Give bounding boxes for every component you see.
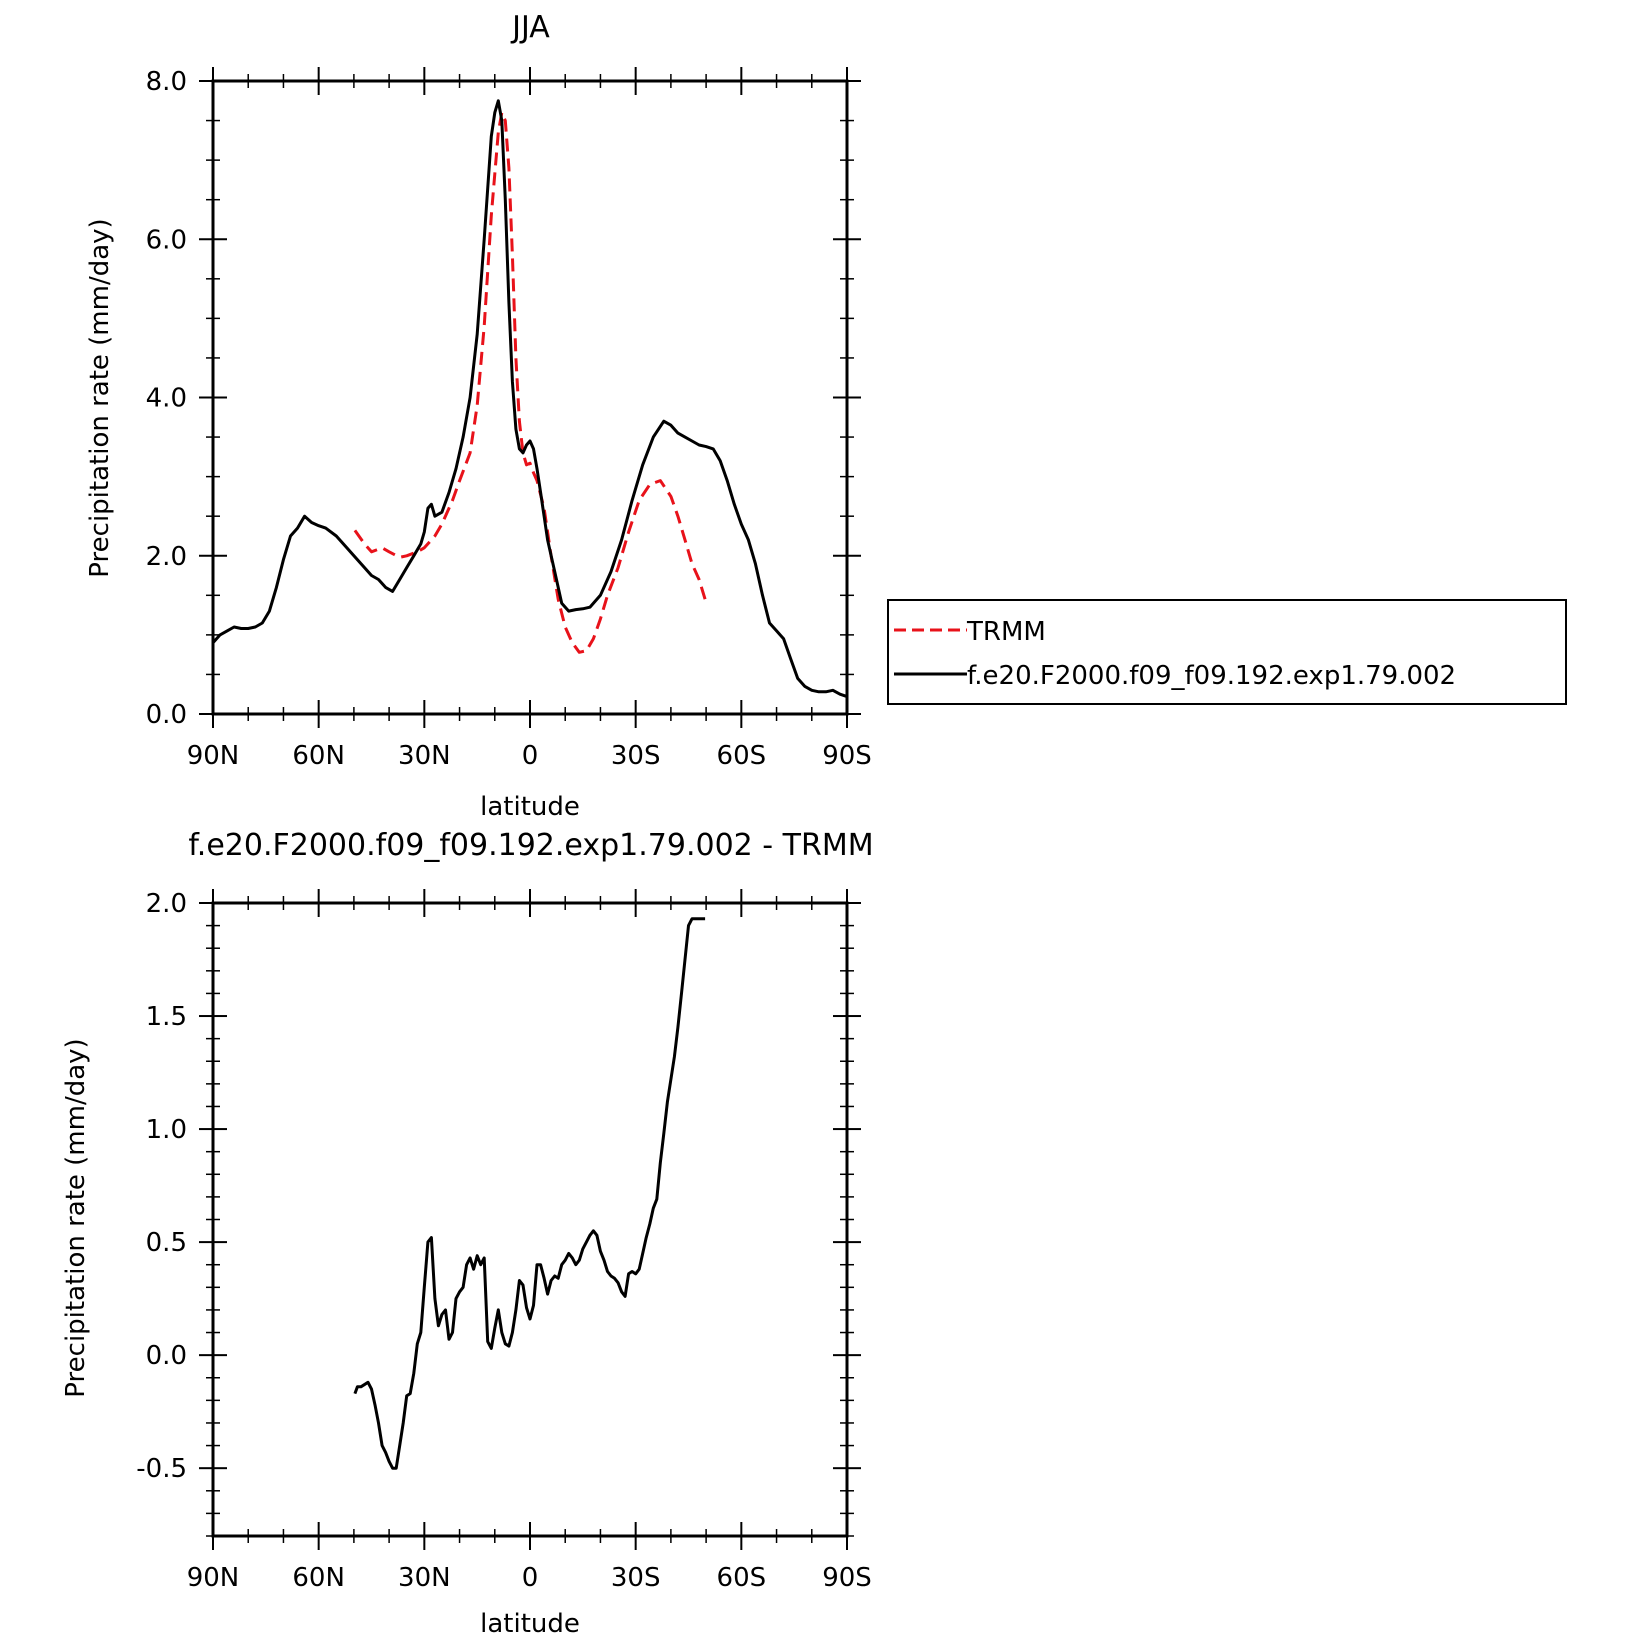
x-tick-label: 90S: [822, 741, 872, 771]
x-axis-label: latitude: [480, 792, 580, 822]
x-tick-label: 60N: [292, 741, 345, 771]
y-tick-label: 8.0: [146, 67, 187, 97]
axes-layer: 90N 60N 30N 0 30S 60S 90S 0.0 2.0 4.0 6.0 8.0: [146, 67, 872, 771]
x-tick-label: 90S: [822, 1563, 872, 1593]
series-line-0: [353, 111, 707, 654]
x-tick-label: 0: [522, 1563, 539, 1593]
x-tick-label: 30S: [611, 1563, 661, 1593]
x-tick-label: 90N: [187, 741, 240, 771]
y-tick-label: 1.0: [146, 1115, 187, 1145]
x-tick-label: 30N: [398, 1563, 451, 1593]
legend-label-model: f.e20.F2000.f09_f09.192.exp1.79.002: [967, 661, 1456, 691]
x-tick-label: 0: [522, 741, 539, 771]
y-tick-label: 6.0: [146, 225, 187, 255]
y-axis-label: Precipitation rate (mm/day): [61, 1038, 91, 1397]
legend: TRMM f.e20.F2000.f09_f09.192.exp1.79.002: [887, 599, 1567, 705]
x-tick-label: 60S: [717, 1563, 767, 1593]
series-layer: [353, 917, 706, 1470]
plot-frame: [211, 79, 849, 716]
x-tick-label: 30N: [398, 741, 451, 771]
axes-layer: 90N 60N 30N 0 30S 60S 90S -0.5 0.0 0.5 1.0 1.5 2.0: [136, 889, 872, 1593]
y-tick-label: -0.5: [136, 1454, 187, 1484]
legend-box: [887, 599, 1567, 705]
x-tick-label: 90N: [187, 1563, 240, 1593]
series-layer: [211, 99, 848, 699]
y-tick-label: 4.0: [146, 384, 187, 414]
chart-difference: f.e20.F2000.f09_f09.192.exp1.79.002 - TR…: [61, 828, 874, 1639]
x-tick-label: 60N: [292, 1563, 345, 1593]
plot-frame: [211, 901, 849, 1538]
x-tick-label: 60S: [717, 741, 767, 771]
chart-title: f.e20.F2000.f09_f09.192.exp1.79.002 - TR…: [188, 828, 873, 863]
y-axis-label: Precipitation rate (mm/day): [85, 218, 115, 577]
chart-jja: JJA 90N 60N 30N 0 30S 60S 90S 0.0 2.0 4.0 6.0 8.0 l…: [85, 10, 1567, 822]
y-tick-label: 1.5: [146, 1002, 187, 1032]
legend-label-trmm: TRMM: [966, 617, 1046, 647]
y-tick-label: 2.0: [146, 542, 187, 572]
y-tick-label: 2.0: [146, 889, 187, 919]
x-axis-label: latitude: [480, 1609, 580, 1639]
y-tick-label: 0.0: [146, 1341, 187, 1371]
y-tick-label: 0.0: [146, 700, 187, 730]
chart-title: JJA: [510, 10, 550, 45]
series-line-1: [211, 99, 848, 699]
x-tick-label: 30S: [611, 741, 661, 771]
y-tick-label: 0.5: [146, 1228, 187, 1258]
series-line-0: [353, 917, 706, 1470]
